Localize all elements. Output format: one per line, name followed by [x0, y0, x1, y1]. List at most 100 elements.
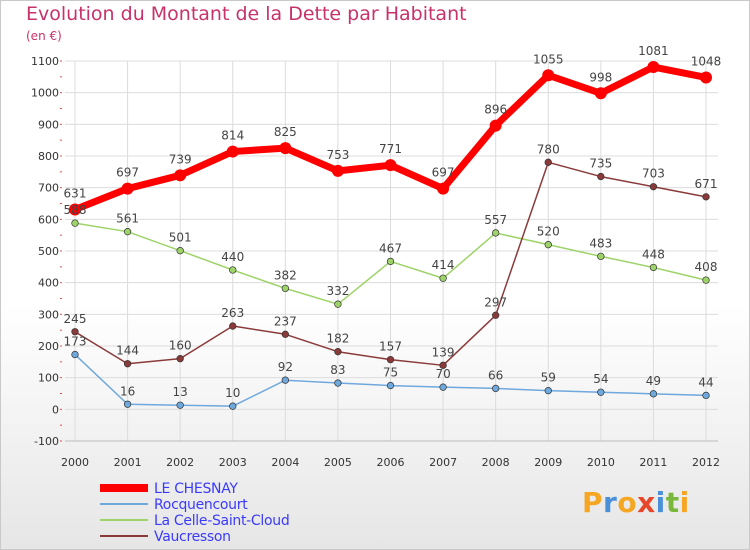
data-point-la-celle-saint-cloud	[649, 263, 658, 272]
data-point-rocquencourt	[334, 379, 342, 387]
x-tick-label: 2001	[114, 456, 142, 469]
data-point-vaucresson	[702, 193, 710, 201]
legend-swatch	[100, 535, 148, 537]
legend-item-rocquencourt: Rocquencourt	[100, 497, 360, 516]
data-point-le-chesnay	[121, 182, 134, 195]
data-point-le-chesnay	[700, 71, 712, 84]
y-tick-label: 800	[38, 150, 59, 163]
data-label-vaucresson: 671	[695, 177, 718, 191]
data-label-la-celle-saint-cloud: 408	[695, 260, 718, 274]
data-point-le-chesnay	[437, 182, 450, 195]
data-point-rocquencourt	[649, 390, 658, 398]
data-point-vaucresson	[123, 360, 132, 368]
data-point-rocquencourt	[439, 383, 447, 391]
data-point-le-chesnay	[542, 69, 555, 82]
data-label-le-chesnay: 896	[484, 103, 507, 117]
data-point-vaucresson	[334, 348, 342, 356]
data-point-vaucresson	[492, 311, 500, 319]
data-label-vaucresson: 182	[326, 332, 349, 346]
data-label-rocquencourt: 173	[64, 335, 87, 349]
data-point-le-chesnay	[489, 119, 502, 132]
data-point-la-celle-saint-cloud	[544, 241, 552, 249]
data-label-vaucresson: 703	[642, 167, 665, 181]
data-label-vaucresson: 245	[64, 312, 87, 326]
y-tick-label: 0	[52, 403, 59, 416]
x-tick-label: 2006	[377, 456, 405, 469]
data-label-rocquencourt: 16	[120, 384, 135, 398]
proxiti-logo: Proxiti	[582, 486, 690, 519]
data-point-vaucresson	[229, 322, 237, 330]
y-tick-label: 300	[38, 308, 59, 321]
data-label-le-chesnay: 753	[326, 148, 349, 162]
data-label-la-celle-saint-cloud: 561	[116, 212, 139, 226]
x-tick-label: 2003	[219, 456, 247, 469]
x-tick-label: 2007	[429, 456, 457, 469]
legend-swatch	[100, 519, 148, 521]
x-tick-label: 2004	[271, 456, 299, 469]
x-tick-label: 2009	[534, 456, 562, 469]
data-point-vaucresson	[597, 172, 605, 181]
data-label-le-chesnay: 1048	[691, 54, 722, 68]
data-label-vaucresson: 780	[537, 142, 560, 156]
data-point-vaucresson	[281, 330, 289, 338]
data-point-vaucresson	[439, 361, 447, 369]
data-label-la-celle-saint-cloud: 382	[274, 268, 297, 282]
logo-letter: r	[603, 486, 618, 519]
logo-letter: P	[582, 486, 604, 519]
data-label-vaucresson: 297	[484, 295, 507, 309]
data-label-la-celle-saint-cloud: 483	[589, 236, 612, 250]
data-point-vaucresson	[544, 158, 552, 166]
data-point-le-chesnay	[226, 145, 239, 158]
data-label-la-celle-saint-cloud: 332	[326, 284, 349, 298]
unit-label: (en €)	[26, 29, 62, 43]
data-point-la-celle-saint-cloud	[123, 228, 132, 236]
legend-label: La Celle-Saint-Cloud	[154, 513, 290, 529]
data-label-rocquencourt: 10	[225, 386, 240, 400]
data-label-rocquencourt: 66	[488, 368, 503, 382]
data-label-le-chesnay: 1081	[638, 44, 669, 58]
y-tick-label: 700	[38, 182, 59, 195]
data-label-le-chesnay: 631	[64, 187, 87, 201]
data-label-vaucresson: 160	[169, 339, 192, 353]
y-tick-label: 1100	[31, 55, 59, 68]
data-label-rocquencourt: 44	[698, 375, 713, 389]
data-point-le-chesnay	[331, 164, 344, 177]
logo-letter: t	[665, 486, 680, 519]
data-label-vaucresson: 735	[589, 157, 612, 171]
data-label-rocquencourt: 83	[330, 363, 345, 377]
data-point-rocquencourt	[386, 381, 395, 390]
data-label-le-chesnay: 697	[116, 166, 139, 180]
x-tick-label: 2008	[482, 456, 510, 469]
data-label-le-chesnay: 771	[379, 142, 402, 156]
data-label-vaucresson: 237	[274, 314, 297, 328]
legend-item-la-celle-saint-cloud: La Celle-Saint-Cloud	[100, 513, 360, 532]
data-label-la-celle-saint-cloud: 588	[64, 203, 87, 217]
data-label-rocquencourt: 54	[593, 372, 608, 386]
data-label-la-celle-saint-cloud: 557	[484, 213, 507, 227]
data-point-la-celle-saint-cloud	[492, 229, 500, 237]
data-point-rocquencourt	[176, 401, 184, 409]
x-tick-label: 2012	[692, 456, 720, 469]
data-label-le-chesnay: 697	[432, 166, 455, 180]
legend-label: Rocquencourt	[154, 497, 248, 513]
data-label-vaucresson: 157	[379, 340, 402, 354]
data-point-la-celle-saint-cloud	[702, 276, 710, 284]
data-point-la-celle-saint-cloud	[334, 300, 342, 308]
data-point-rocquencourt	[702, 391, 710, 400]
data-point-rocquencourt	[123, 400, 132, 408]
logo-letter: i	[655, 486, 666, 519]
data-point-la-celle-saint-cloud	[597, 252, 605, 261]
data-label-la-celle-saint-cloud: 440	[221, 250, 244, 264]
y-tick-label: 1000	[31, 87, 59, 100]
data-point-le-chesnay	[647, 61, 660, 74]
data-label-la-celle-saint-cloud: 448	[642, 247, 665, 261]
data-label-la-celle-saint-cloud: 501	[169, 231, 192, 245]
y-tick-label: 900	[38, 118, 59, 131]
legend-label: Vaucresson	[154, 529, 231, 545]
x-tick-label: 2011	[639, 456, 667, 469]
data-point-rocquencourt	[229, 402, 237, 410]
legend-swatch	[100, 484, 148, 492]
legend-item-vaucresson: Vaucresson	[100, 529, 360, 548]
data-point-le-chesnay	[279, 142, 292, 155]
